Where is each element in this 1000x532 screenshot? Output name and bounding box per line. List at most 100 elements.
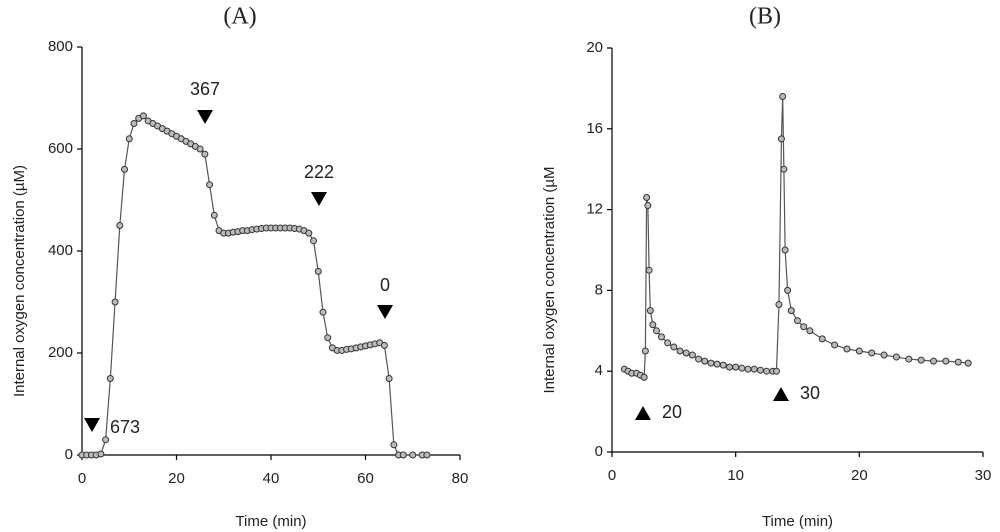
- x-tick-label: 0: [78, 470, 86, 487]
- y-tick-label: 4: [595, 362, 603, 379]
- data-point: [305, 229, 313, 237]
- data-point: [670, 343, 678, 351]
- data-point: [794, 317, 801, 325]
- y-tick-label: 20: [586, 39, 603, 56]
- data-point: [905, 355, 913, 363]
- y-tick-label: 600: [48, 140, 73, 157]
- data-point: [744, 365, 752, 373]
- data-point: [763, 367, 771, 375]
- data-point: [643, 193, 651, 201]
- x-tick-label: 80: [452, 470, 469, 487]
- y-tick-label: 8: [595, 281, 603, 298]
- x-tick-label: 60: [357, 470, 374, 487]
- x-axis-label: Time (min): [762, 513, 833, 530]
- chart-title: (A): [223, 4, 256, 30]
- data-point: [784, 286, 792, 294]
- annotation: 222: [304, 162, 334, 182]
- data-point: [800, 323, 808, 331]
- data-point: [787, 307, 795, 315]
- data-point: [831, 341, 839, 349]
- data-point: [772, 367, 780, 375]
- data-point: [653, 327, 661, 335]
- data-point: [756, 366, 764, 374]
- data-point: [818, 335, 826, 343]
- data-point: [380, 341, 388, 349]
- y-tick-label: 0: [595, 443, 603, 460]
- series-line: [82, 115, 427, 456]
- data-point: [779, 92, 787, 100]
- data-point: [385, 375, 393, 382]
- data-point: [206, 181, 214, 189]
- series-line: [624, 96, 969, 379]
- data-point: [324, 334, 332, 342]
- annotation: 0: [380, 275, 390, 295]
- data-point: [892, 353, 900, 361]
- annotation-arrow: [377, 305, 393, 319]
- data-point: [750, 365, 758, 373]
- data-point: [139, 112, 147, 120]
- data-point: [644, 202, 652, 210]
- data-point: [695, 355, 703, 363]
- data-point: [868, 349, 876, 357]
- x-tick-label: 20: [851, 467, 868, 484]
- data-point: [738, 364, 746, 372]
- annotation: 30: [800, 383, 820, 403]
- data-point: [719, 361, 727, 369]
- y-tick-label: 400: [48, 242, 73, 259]
- annotation-arrow: [635, 406, 651, 420]
- data-point: [917, 356, 925, 364]
- data-point: [682, 349, 690, 357]
- data-point: [701, 357, 709, 365]
- data-point: [201, 150, 209, 158]
- data-point: [732, 363, 740, 371]
- data-point: [210, 211, 218, 219]
- data-point: [97, 450, 105, 458]
- data-point: [196, 145, 204, 153]
- x-tick-label: 0: [608, 467, 616, 484]
- data-point: [423, 451, 431, 459]
- annotation-arrow: [197, 110, 213, 124]
- data-point: [116, 222, 124, 229]
- data-point: [310, 237, 318, 245]
- x-tick-label: 10: [727, 467, 744, 484]
- data-point: [855, 347, 863, 355]
- data-point: [777, 135, 785, 143]
- annotation: 673: [110, 417, 140, 437]
- data-point: [781, 246, 789, 254]
- data-point: [713, 360, 721, 368]
- data-point: [390, 441, 398, 449]
- chart-title: (B): [749, 4, 781, 30]
- data-point: [806, 327, 814, 335]
- data-point: [657, 333, 665, 341]
- data-point: [125, 135, 133, 143]
- data-point: [409, 451, 417, 459]
- annotation-arrow: [311, 192, 327, 206]
- data-point: [645, 266, 653, 274]
- data-point: [649, 321, 657, 329]
- data-point: [130, 120, 138, 127]
- data-point: [954, 358, 962, 366]
- x-tick-label: 40: [263, 470, 280, 487]
- y-axis-label: Internal oxygen concentration (µM: [541, 166, 558, 393]
- y-tick-label: 200: [48, 344, 73, 361]
- data-point: [676, 347, 684, 355]
- annotation-arrow: [84, 418, 100, 432]
- data-point: [688, 351, 696, 359]
- data-point: [641, 347, 649, 355]
- x-axis-label: Time (min): [235, 513, 306, 530]
- y-tick-label: 16: [586, 120, 603, 137]
- annotation: 367: [190, 79, 220, 99]
- y-axis-label: Internal oxygen concentration (µM): [11, 165, 28, 397]
- data-point: [880, 351, 888, 359]
- data-point: [102, 436, 110, 444]
- x-tick-label: 30: [975, 467, 992, 484]
- annotation-arrow: [773, 387, 789, 401]
- data-point: [775, 301, 783, 309]
- data-point: [640, 373, 648, 381]
- data-point: [725, 363, 733, 371]
- data-point: [964, 359, 972, 367]
- data-point: [121, 165, 129, 173]
- y-tick-label: 0: [65, 446, 73, 463]
- data-point: [314, 267, 322, 275]
